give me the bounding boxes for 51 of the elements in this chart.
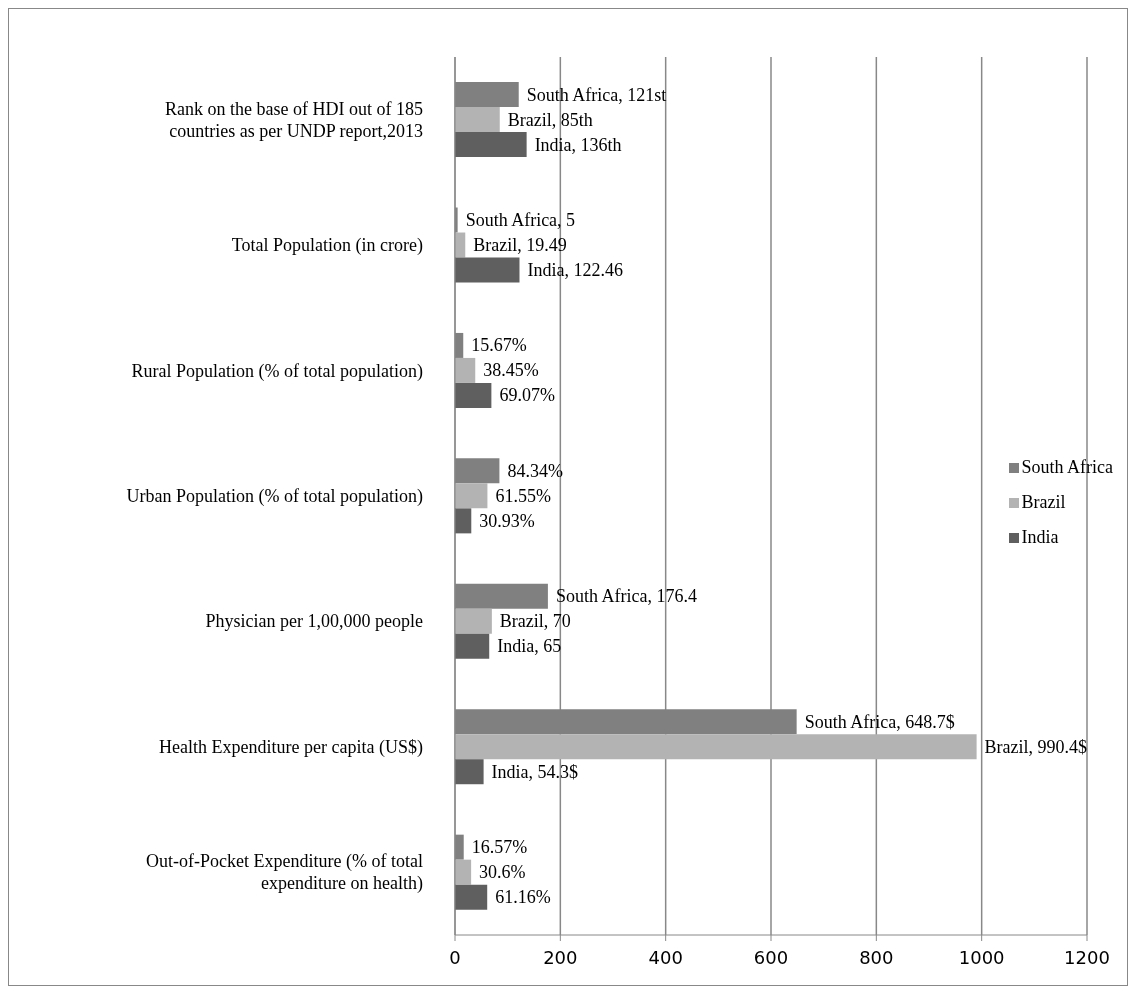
bar [455, 132, 527, 158]
bar [455, 257, 520, 283]
data-label: 30.93% [479, 510, 535, 531]
legend-label: Brazil [1021, 492, 1066, 513]
data-label: 38.45% [483, 360, 539, 381]
data-label: Brazil, 85th [507, 109, 593, 130]
data-label: India, 54.3$ [491, 761, 579, 782]
bar [455, 508, 472, 534]
legend-label: South Africa [1021, 457, 1113, 478]
data-label: India, 122.46 [527, 260, 623, 281]
y-tick-label: Urban Population (% of total population) [126, 486, 423, 507]
y-tick-label: Rural Population (% of total population) [131, 360, 423, 382]
data-label: 15.67% [471, 335, 527, 356]
x-tick-label: 800 [859, 946, 894, 968]
data-label: South Africa, 5 [465, 210, 576, 231]
data-label: South Africa, 121st [526, 84, 667, 105]
x-tick-label: 400 [648, 946, 683, 968]
data-label: 84.34% [507, 460, 563, 481]
bar [455, 608, 492, 634]
x-tick-label: 1200 [1064, 946, 1110, 968]
bar [455, 884, 488, 910]
data-label: 61.16% [495, 887, 551, 908]
bar [455, 633, 490, 659]
y-tick-label: Total Population (in crore) [231, 235, 423, 257]
data-label: Brazil, 990.4$ [984, 736, 1088, 757]
y-tick-label: Out-of-Pocket Expenditure (% of total expenditure on health) [146, 851, 423, 895]
y-tick-label: Physician per 1,00,000 people [205, 611, 423, 632]
bar [455, 734, 977, 760]
data-label: 61.55% [495, 485, 551, 506]
data-label: 16.57% [471, 837, 528, 858]
legend-label: India [1021, 527, 1059, 548]
data-label: India, 65 [497, 636, 562, 657]
y-tick-label: Health Expenditure per capita (US$) [159, 736, 423, 758]
bar [455, 382, 492, 408]
data-label: India, 136th [534, 134, 622, 155]
x-tick-label: 1000 [958, 946, 1005, 968]
data-label: South Africa, 176.4 [555, 586, 697, 607]
bar [455, 483, 488, 509]
data-label: Brazil, 70 [499, 611, 571, 632]
data-label: 69.07% [499, 385, 555, 406]
data-label: Brazil, 19.49 [473, 235, 567, 256]
data-label: 30.6% [479, 862, 526, 883]
x-tick-label: 600 [753, 946, 789, 968]
bar [455, 357, 476, 383]
x-tick-label: 200 [543, 946, 578, 968]
data-label: South Africa, 648.7$ [804, 711, 955, 732]
bar [455, 107, 500, 133]
bar [455, 759, 484, 785]
y-tick-label: Rank on the base of HDI out of 185 countries as per UNDP report,2013 [165, 98, 423, 141]
bar [455, 859, 472, 885]
x-tick-label: 0 [449, 946, 461, 968]
